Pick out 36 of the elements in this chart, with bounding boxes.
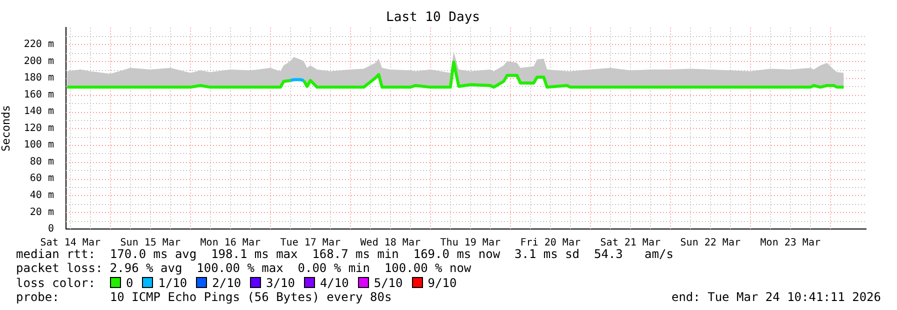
x-tick-label: Tue 17 Mar: [280, 238, 340, 249]
legend-label: 1/10: [158, 276, 188, 290]
x-tick-label: Mon 23 Mar: [760, 238, 820, 249]
x-tick-label: Sun 15 Mar: [120, 238, 180, 249]
y-tick-label: 140 m: [24, 106, 54, 118]
legend-label: 9/10: [428, 276, 457, 290]
x-tick-label: Mon 16 Mar: [200, 238, 260, 249]
y-tick-label: 0: [48, 224, 54, 235]
y-tick-label: 180 m: [24, 72, 54, 84]
y-tick-label: 60 m: [30, 173, 54, 184]
text: probe: 10 ICMP Echo Pings (56 Bytes) every 80s: [16, 290, 392, 304]
y-tick-label: 100 m: [24, 140, 54, 151]
y-tick-label: 80 m: [30, 156, 54, 168]
y-tick-label: 200 m: [24, 56, 54, 67]
y-tick-label: 40 m: [30, 190, 54, 202]
x-tick-label: Sat 14 Mar: [40, 238, 100, 249]
legend-label: 2/10: [212, 276, 242, 290]
legend-label: 3/10: [266, 276, 295, 290]
x-tick-label: Fri 20 Mar: [520, 238, 580, 249]
text: median rtt: 170.0 ms avg 198.1 ms max 168.7 ms min 169.0 ms now 3.1 ms sd 54.3 am/s: [16, 247, 674, 261]
y-tick-label: 20 m: [30, 206, 54, 218]
text: packet loss: 2.96 % avg 100.00 % max 0.00 % min 100.00 % now: [16, 261, 472, 276]
y-tick-label: 160 m: [24, 89, 54, 100]
x-tick-label: Sat 21 Mar: [600, 238, 660, 249]
chart-title: Last 10 Days: [386, 10, 480, 26]
x-tick-label: Thu 19 Mar: [440, 238, 500, 249]
legend-label: 4/10: [320, 276, 349, 290]
legend-label: 5/10: [374, 276, 403, 290]
y-tick-label: 220 m: [24, 38, 54, 50]
y-axis-title: Seconds: [0, 105, 12, 152]
y-tick-label: 120 m: [24, 122, 54, 134]
text: end: Tue Mar 24 10:41:11 2026: [671, 290, 881, 304]
x-tick-label: Sun 22 Mar: [680, 238, 740, 249]
legend-title: loss color:: [16, 276, 96, 290]
legend-label: 0: [126, 276, 134, 290]
x-tick-label: Wed 18 Mar: [360, 238, 420, 249]
